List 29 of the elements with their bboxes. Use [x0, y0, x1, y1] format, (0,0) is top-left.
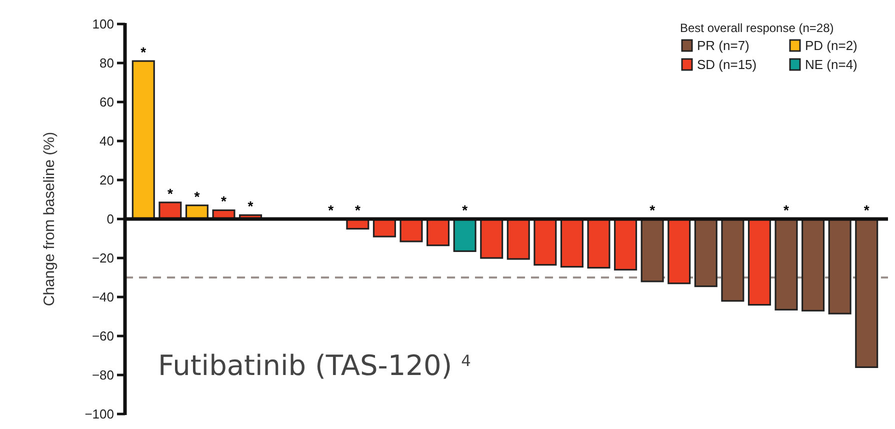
data-label: * [221, 193, 228, 210]
y-tick-label: 100 [92, 16, 114, 32]
legend-label: PD (n=2) [805, 38, 858, 53]
data-label: * [140, 44, 147, 60]
legend-label: PR (n=7) [697, 38, 750, 53]
data-label: * [650, 202, 656, 218]
data-label: * [194, 188, 200, 204]
y-tick-label: 80 [100, 56, 114, 70]
data-label: * [167, 185, 174, 202]
data-label: * [864, 202, 870, 218]
legend-label: NE (n=4) [805, 57, 858, 72]
legend-title: Best overall response (n=28) [680, 21, 834, 35]
data-label: * [354, 202, 361, 218]
y-tick-label: −100 [84, 406, 114, 422]
y-tick-label: −80 [92, 368, 114, 382]
y-tick-label: 20 [100, 172, 114, 188]
y-axis-title: Change from baseline (%) [41, 132, 58, 306]
annotation: Futibatinib (TAS-120) $^{4}$ [158, 349, 471, 382]
y-tick-label: −60 [92, 328, 114, 344]
y-tick-label: −20 [92, 250, 114, 266]
y-tick-label: 40 [100, 134, 114, 148]
y-tick-label: −40 [92, 290, 114, 304]
data-label: * [784, 202, 790, 218]
data-label: * [248, 198, 254, 214]
legend-label: SD (n=15) [697, 57, 757, 72]
y-tick-label: 60 [100, 94, 114, 110]
data-label: * [462, 202, 468, 218]
data-label: * [328, 202, 334, 218]
y-tick-label: 0 [106, 212, 114, 226]
